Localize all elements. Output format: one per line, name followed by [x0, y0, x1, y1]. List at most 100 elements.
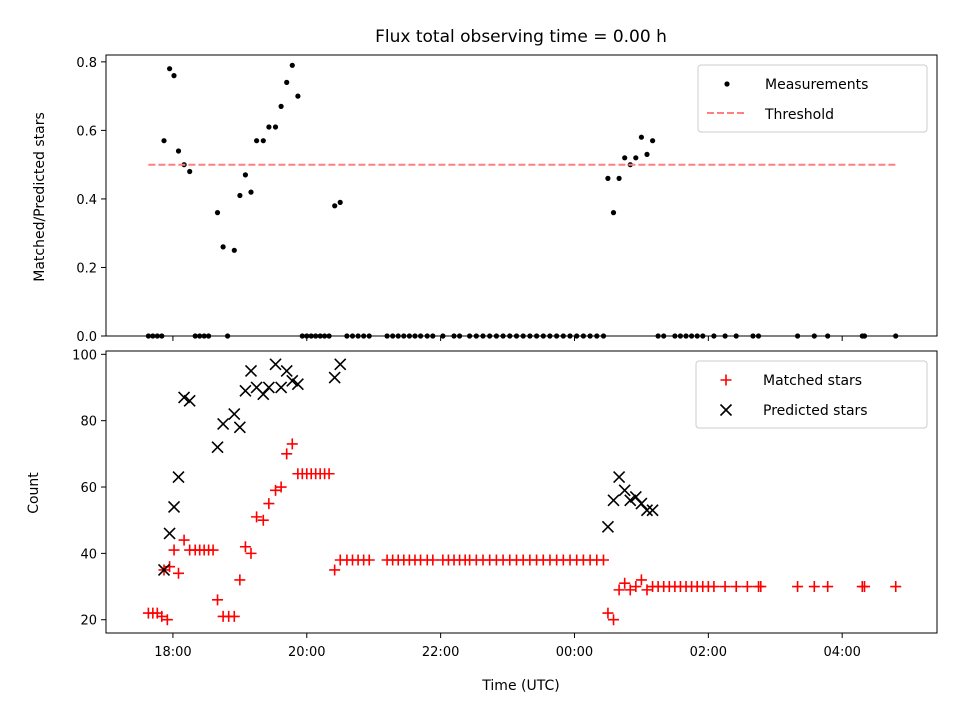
- legend-plus-marker: [720, 374, 732, 386]
- measurements-point: [605, 175, 611, 181]
- matched-stars-point: [212, 594, 224, 606]
- ratio-legend-box: [697, 64, 928, 133]
- predicted-stars-point: [211, 441, 224, 454]
- matched-stars-point: [363, 554, 375, 566]
- matched-stars-point: [234, 574, 246, 586]
- matched-stars-point: [263, 498, 275, 510]
- ratio-x-ticks: [172, 336, 843, 341]
- legend-x-marker: [719, 403, 733, 417]
- measurements-point: [644, 151, 650, 157]
- predicted-stars-point: [262, 381, 275, 394]
- y-tick-label: 0.8: [76, 56, 97, 71]
- measurements-point: [237, 192, 243, 199]
- measurements-point: [231, 247, 237, 253]
- matched-stars-point: [156, 610, 168, 622]
- y-tick-label: 0.2: [76, 261, 97, 276]
- predicted-stars-point: [172, 471, 185, 484]
- matched-stars-point: [597, 554, 609, 566]
- matched-stars-point: [635, 574, 647, 586]
- matched-stars-point: [858, 581, 870, 593]
- matched-stars-point: [822, 581, 834, 593]
- y-tick-label: 60: [80, 481, 97, 496]
- matched-stars-point: [613, 584, 625, 596]
- predicted-stars-point: [328, 371, 341, 384]
- y-tick-label: 100: [72, 348, 97, 363]
- matched-stars-point: [741, 581, 753, 593]
- measurements-point: [284, 79, 290, 85]
- x-tick-label: 04:00: [823, 645, 860, 660]
- x-tick-label: 22:00: [422, 645, 459, 660]
- measurements-point: [167, 66, 173, 72]
- count-panel: Count Time (UTC) 20 40 60 80 100 18:00 20:00 2…: [26, 348, 938, 694]
- predicted-stars-point: [286, 374, 299, 387]
- predicted-stars-point: [613, 471, 626, 484]
- measurements-point: [175, 148, 182, 154]
- matched-stars-point: [630, 581, 642, 593]
- predicted-stars-point: [334, 358, 347, 371]
- measurements-point: [220, 244, 226, 250]
- x-tick-label: 00:00: [556, 645, 593, 660]
- ratio-legend: Measurements Threshold: [697, 64, 928, 133]
- measurements-point: [171, 73, 177, 79]
- x-tick-label: 20:00: [288, 645, 325, 660]
- x-axis-label: Time (UTC): [481, 678, 559, 694]
- matched-stars-point: [239, 541, 251, 553]
- measurements-point: [650, 138, 656, 144]
- predicted-stars-point: [269, 358, 282, 371]
- legend-dot-marker: [724, 81, 730, 87]
- measurements-point: [332, 203, 338, 209]
- predicted-stars-point: [228, 407, 241, 421]
- predicted-stars-point: [618, 484, 631, 497]
- matched-stars-point: [641, 584, 653, 596]
- predicted-stars-point: [157, 563, 171, 577]
- legend-predicted: Predicted stars: [763, 403, 868, 419]
- measurements-point: [161, 138, 167, 144]
- measurements-point: [187, 168, 193, 175]
- predicted-stars-point: [167, 500, 181, 513]
- matched-stars-point: [178, 534, 190, 546]
- matched-stars-point: [281, 448, 293, 460]
- matched-stars-point: [207, 544, 219, 556]
- predicted-stars-point: [640, 504, 654, 517]
- predicted-stars-point: [239, 384, 252, 397]
- legend-threshold: Threshold: [764, 107, 834, 123]
- predicted-stars-point: [624, 494, 637, 507]
- measurements-point: [242, 172, 248, 178]
- legend-matched: Matched stars: [763, 373, 862, 389]
- y-tick-label: 0.0: [76, 330, 97, 345]
- matched-stars-point: [270, 484, 282, 496]
- y-tick-label: 0.6: [76, 124, 97, 139]
- measurements-point: [278, 103, 284, 109]
- measurements-point: [295, 93, 301, 99]
- predicted-stars-point: [275, 381, 288, 394]
- predicted-stars-point: [178, 391, 191, 404]
- measurements-point: [214, 210, 221, 216]
- matched-stars-point: [808, 581, 820, 593]
- y-axis-label-ratio: Matched/Predicted stars: [32, 112, 48, 282]
- measurements-point: [633, 155, 639, 161]
- matched-stars-point: [719, 581, 731, 593]
- matched-stars-point: [173, 567, 185, 579]
- y-tick-label: 40: [80, 547, 97, 562]
- measurements-point: [248, 189, 254, 195]
- measurements-point: [616, 175, 622, 181]
- predicted-stars-point: [646, 504, 659, 517]
- measurements-point: [337, 199, 343, 205]
- count-marks: [142, 358, 902, 626]
- predicted-stars-point: [163, 527, 176, 540]
- measurements-point: [254, 138, 260, 144]
- ratio-panel: Flux total observing time = 0.00 h Match…: [32, 27, 938, 345]
- matched-stars-point: [251, 511, 263, 523]
- matched-stars-point: [245, 547, 257, 559]
- measurements-point: [272, 124, 279, 130]
- legend-measurements: Measurements: [765, 77, 868, 93]
- y-tick-label: 20: [80, 614, 97, 629]
- matched-stars-point: [619, 577, 631, 589]
- predicted-stars-point: [183, 394, 196, 407]
- ratio-axes-frame: [105, 54, 938, 337]
- predicted-stars-point: [244, 364, 258, 377]
- matched-stars-point: [257, 514, 269, 526]
- matched-stars-point: [608, 614, 620, 626]
- measurements-point: [610, 210, 617, 216]
